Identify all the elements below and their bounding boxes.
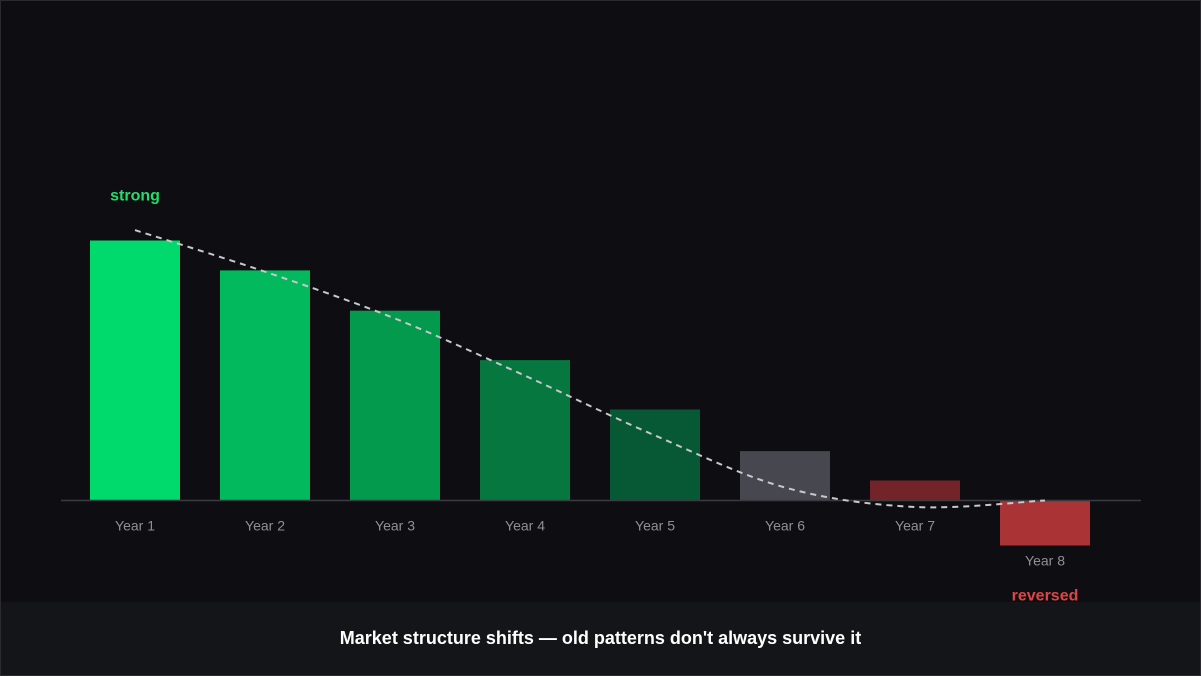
bar-year-6: [740, 451, 830, 501]
bar-year-8: [1000, 500, 1090, 546]
tick-label: Year 5: [635, 518, 675, 534]
tick-label: Year 2: [245, 518, 285, 534]
bar-year-3: [350, 310, 440, 501]
tick-label: Year 1: [115, 518, 155, 534]
tick-label: Year 6: [765, 518, 805, 534]
bar-year-2: [220, 270, 310, 501]
annotation-strong: strong: [110, 188, 160, 205]
tick-label: Year 3: [375, 518, 415, 534]
trend-line: [134, 229, 1046, 509]
caption-bar: Market structure shifts — old patterns d…: [1, 602, 1200, 675]
tick-label: Year 8: [1025, 552, 1065, 568]
bar-chart: Year 1 Year 2 Year 3 Year 4 Year 5 Year 6 Year…: [61, 188, 1141, 602]
tick-label: Year 4: [505, 518, 545, 534]
bar-year-7: [870, 480, 960, 501]
tick-label: Year 7: [895, 518, 935, 534]
bar-year-1: [90, 240, 180, 501]
bar-year-4: [480, 360, 570, 501]
bar-year-5: [610, 409, 700, 501]
annotation-reversed: reversed: [1012, 587, 1079, 602]
caption-text: Market structure shifts — old patterns d…: [339, 628, 862, 648]
